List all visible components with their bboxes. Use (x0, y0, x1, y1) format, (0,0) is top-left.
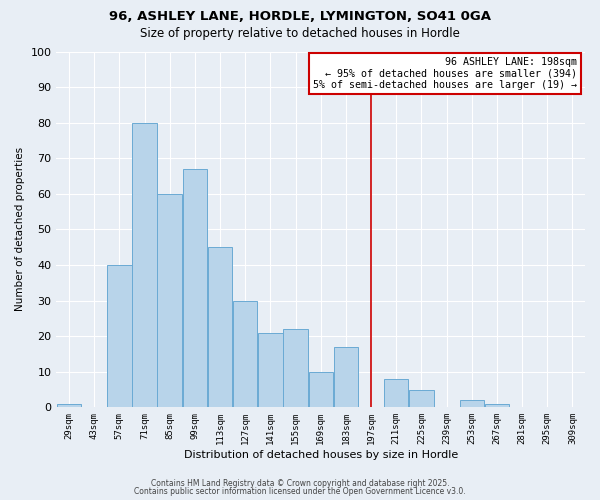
Y-axis label: Number of detached properties: Number of detached properties (15, 148, 25, 312)
Bar (258, 332, 283, 407)
Bar (107, 265, 131, 408)
Bar (283, 329, 308, 407)
Text: Size of property relative to detached houses in Hordle: Size of property relative to detached ho… (140, 28, 460, 40)
Bar (157, 194, 182, 408)
Bar (485, 404, 509, 407)
Bar (182, 169, 207, 408)
Text: 96, ASHLEY LANE, HORDLE, LYMINGTON, SO41 0GA: 96, ASHLEY LANE, HORDLE, LYMINGTON, SO41… (109, 10, 491, 23)
Bar (133, 122, 157, 408)
Text: 96 ASHLEY LANE: 198sqm
← 95% of detached houses are smaller (394)
5% of semi-det: 96 ASHLEY LANE: 198sqm ← 95% of detached… (313, 57, 577, 90)
Bar (409, 390, 434, 407)
Bar (308, 372, 333, 408)
Bar (460, 400, 484, 407)
Bar (208, 247, 232, 408)
Bar (384, 379, 409, 408)
Text: Contains HM Land Registry data © Crown copyright and database right 2025.: Contains HM Land Registry data © Crown c… (151, 478, 449, 488)
X-axis label: Distribution of detached houses by size in Hordle: Distribution of detached houses by size … (184, 450, 458, 460)
Bar (233, 300, 257, 408)
Bar (334, 347, 358, 408)
Text: Contains public sector information licensed under the Open Government Licence v3: Contains public sector information licen… (134, 487, 466, 496)
Bar (57, 404, 81, 407)
